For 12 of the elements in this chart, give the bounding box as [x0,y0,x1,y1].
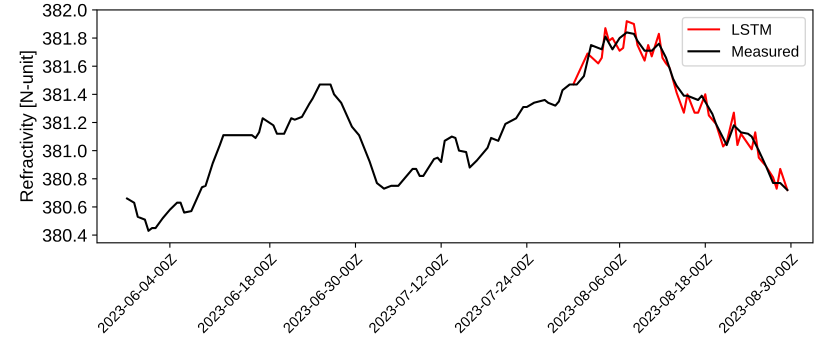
legend-label: LSTM [732,24,771,35]
y-tick-label: 381.4 [42,88,87,102]
y-tick-label: 381.8 [42,32,86,45]
y-tick-label: 381.6 [42,60,86,73]
y-tick-label: 381.0 [42,144,87,158]
y-tick-label: 380.8 [42,172,86,186]
legend-label: Measured [732,46,798,57]
y-tick-label: 382.0 [42,4,87,17]
y-tick-label: 380.6 [42,200,86,214]
y-tick-label: 381.2 [42,116,86,130]
y-tick-label: 380.4 [42,229,87,242]
y-axis-title: Refractivity [N-unit] [20,51,37,202]
